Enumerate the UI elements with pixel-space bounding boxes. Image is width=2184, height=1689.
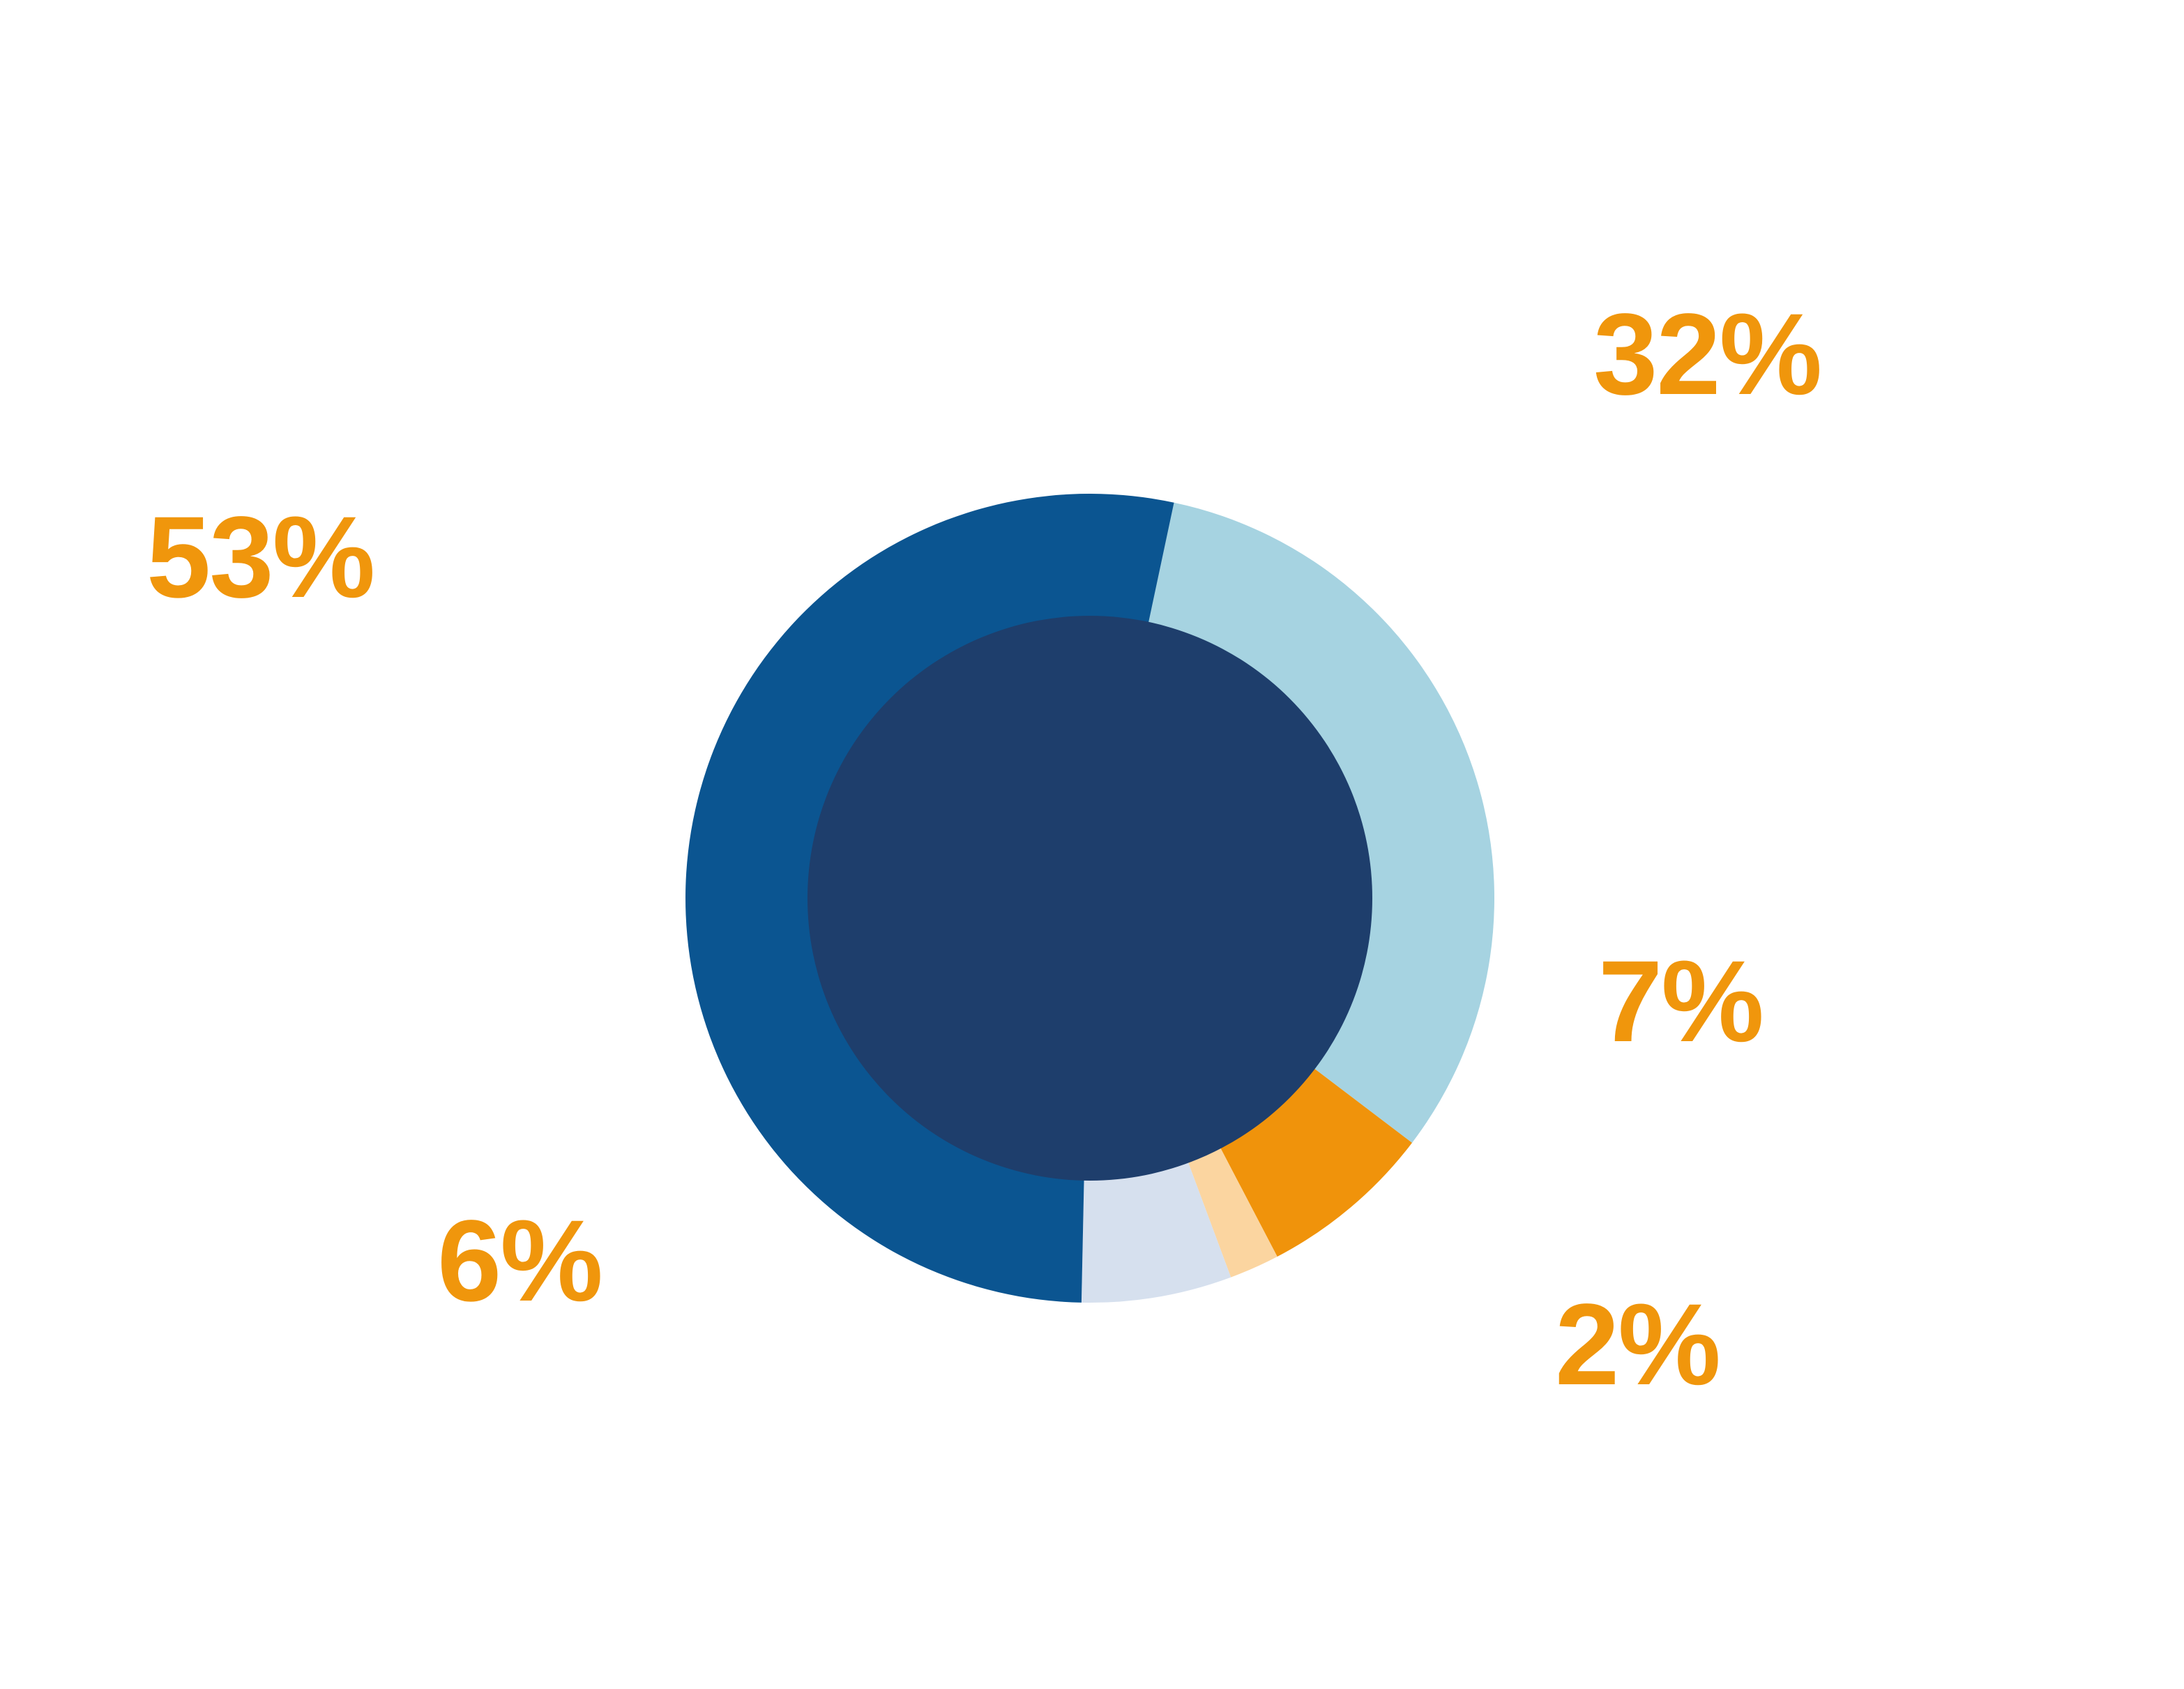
segment-label-light-blue: 32%: [1593, 290, 1822, 419]
segment-label-orange: 7%: [1598, 937, 1764, 1066]
segment-label-peach: 2%: [1555, 1280, 1721, 1409]
segment-label-pale-blue: 6%: [437, 1197, 603, 1326]
segment-label-dark-blue: 53%: [146, 493, 375, 622]
donut-inner-disk: [807, 616, 1372, 1181]
